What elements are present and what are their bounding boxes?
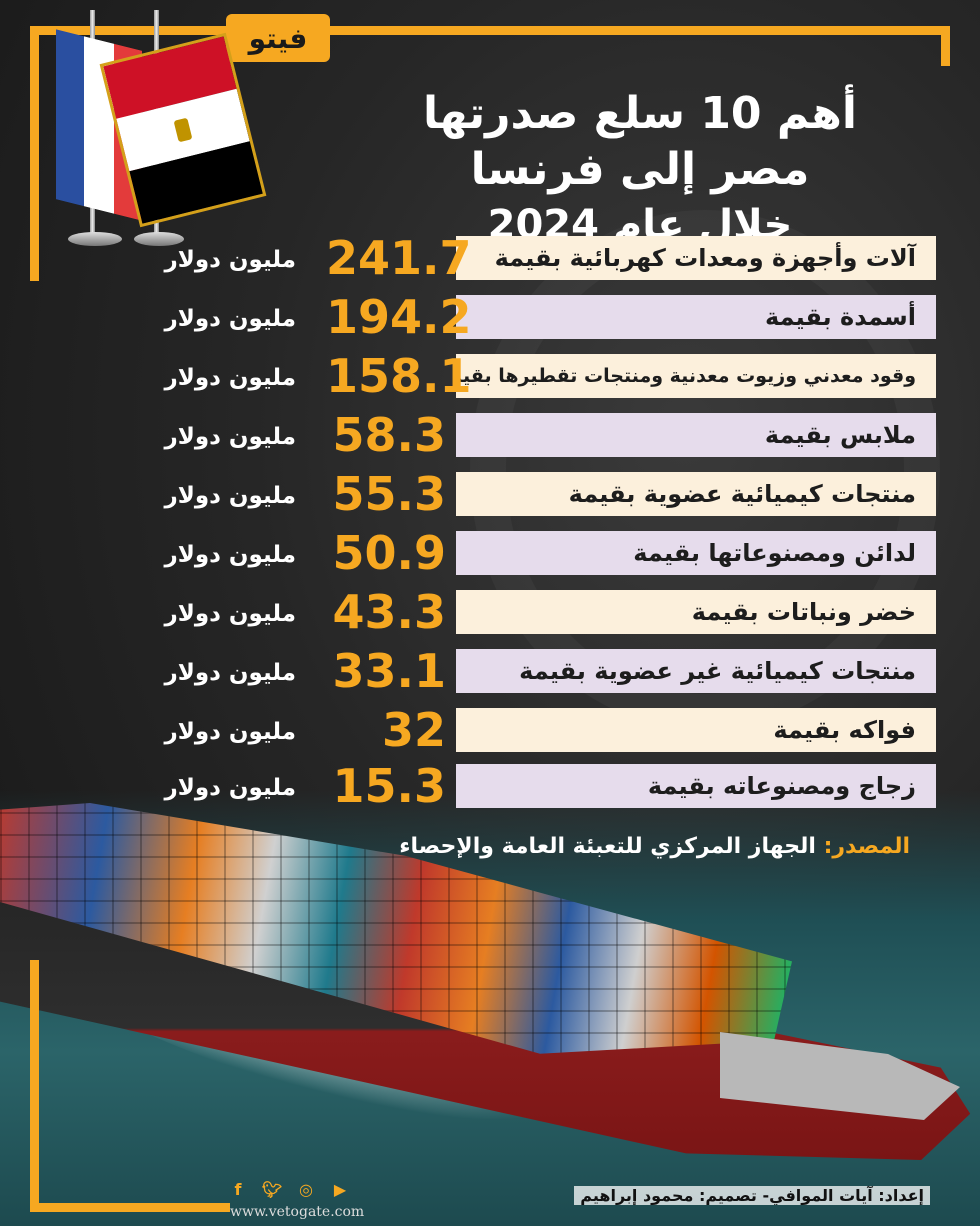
frame-top-line [30,26,950,35]
export-label: فواكه بقيمة [456,708,936,752]
youtube-icon[interactable]: ▶ [333,1180,347,1199]
flags-illustration [50,10,267,250]
export-row-9: فواكه بقيمة 32 مليون دولار [130,703,936,757]
export-unit: مليون دولار [164,424,296,450]
export-label: أسمدة بقيمة [456,295,936,339]
instagram-icon[interactable]: ◎ [299,1180,313,1199]
export-row-6: لدائن ومصنوعاتها بقيمة 50.9 مليون دولار [130,526,936,580]
export-label: خضر ونباتات بقيمة [456,590,936,634]
export-label: منتجات كيميائية غير عضوية بقيمة [456,649,936,693]
export-label: ملابس بقيمة [456,413,936,457]
export-row-8: منتجات كيميائية غير عضوية بقيمة 33.1 ملي… [130,644,936,698]
export-row-10: زجاج ومصنوعاته بقيمة 15.3 مليون دولار [130,759,936,813]
export-unit: مليون دولار [164,247,296,273]
export-row-7: خضر ونباتات بقيمة 43.3 مليون دولار [130,585,936,639]
export-unit: مليون دولار [164,542,296,568]
export-value: 33.1 [332,644,447,698]
twitter-icon[interactable]: 🐦︎ [262,1180,283,1199]
frame-left-line [30,26,39,281]
frame-bottom-left-line [30,960,39,1210]
export-label: وقود معدني وزيوت معدنية ومنتجات تقطيرها … [456,354,936,398]
page-title: أهم 10 سلع صدرتها مصر إلى فرنسا خلال عام… [380,86,900,252]
export-value: 15.3 [332,759,447,813]
export-unit: مليون دولار [164,365,296,391]
export-row-3: وقود معدني وزيوت معدنية ومنتجات تقطيرها … [130,349,936,403]
export-value: 50.9 [332,526,447,580]
source-note: المصدر: الجهاز المركزي للتعبئة العامة وا… [399,834,910,859]
frame-bottom-line [30,1203,230,1212]
eagle-emblem-icon [173,117,193,143]
title-line-1: أهم 10 سلع صدرتها مصر إلى فرنسا [423,88,857,195]
export-unit: مليون دولار [164,306,296,332]
export-row-2: أسمدة بقيمة 194.2 مليون دولار [130,290,936,344]
source-text: الجهاز المركزي للتعبئة العامة والإحصاء [399,834,816,859]
export-unit: مليون دولار [164,660,296,686]
social-links: f 🐦︎ ◎ ▶ [228,1180,350,1200]
frame-right-line [941,26,950,66]
credits: إعداد: آيات الموافي- تصميم: محمود إبراهي… [574,1186,930,1205]
export-value: 32 [381,703,446,757]
flag-base-france [68,232,122,246]
flag-base-egypt [134,232,184,246]
export-row-4: ملابس بقيمة 58.3 مليون دولار [130,408,936,462]
export-unit: مليون دولار [164,775,296,801]
export-label: آلات وأجهزة ومعدات كهربائية بقيمة [456,236,936,280]
export-label: لدائن ومصنوعاتها بقيمة [456,531,936,575]
facebook-icon[interactable]: f [234,1180,242,1199]
export-value: 194.2 [326,290,472,344]
veto-logo: فيتو [226,14,330,62]
export-unit: مليون دولار [164,483,296,509]
export-value: 43.3 [332,585,447,639]
export-row-1: آلات وأجهزة ومعدات كهربائية بقيمة 241.7 … [130,231,936,285]
export-value: 55.3 [332,467,447,521]
export-row-5: منتجات كيميائية عضوية بقيمة 55.3 مليون د… [130,467,936,521]
export-label: منتجات كيميائية عضوية بقيمة [456,472,936,516]
export-value: 158.1 [326,349,472,403]
source-label: المصدر: [823,834,910,859]
logo-text: فيتو [248,21,308,55]
website-link[interactable]: www.vetogate.com [230,1204,365,1220]
export-value: 241.7 [326,231,472,285]
export-unit: مليون دولار [164,719,296,745]
export-value: 58.3 [332,408,447,462]
export-label: زجاج ومصنوعاته بقيمة [456,764,936,808]
export-unit: مليون دولار [164,601,296,627]
